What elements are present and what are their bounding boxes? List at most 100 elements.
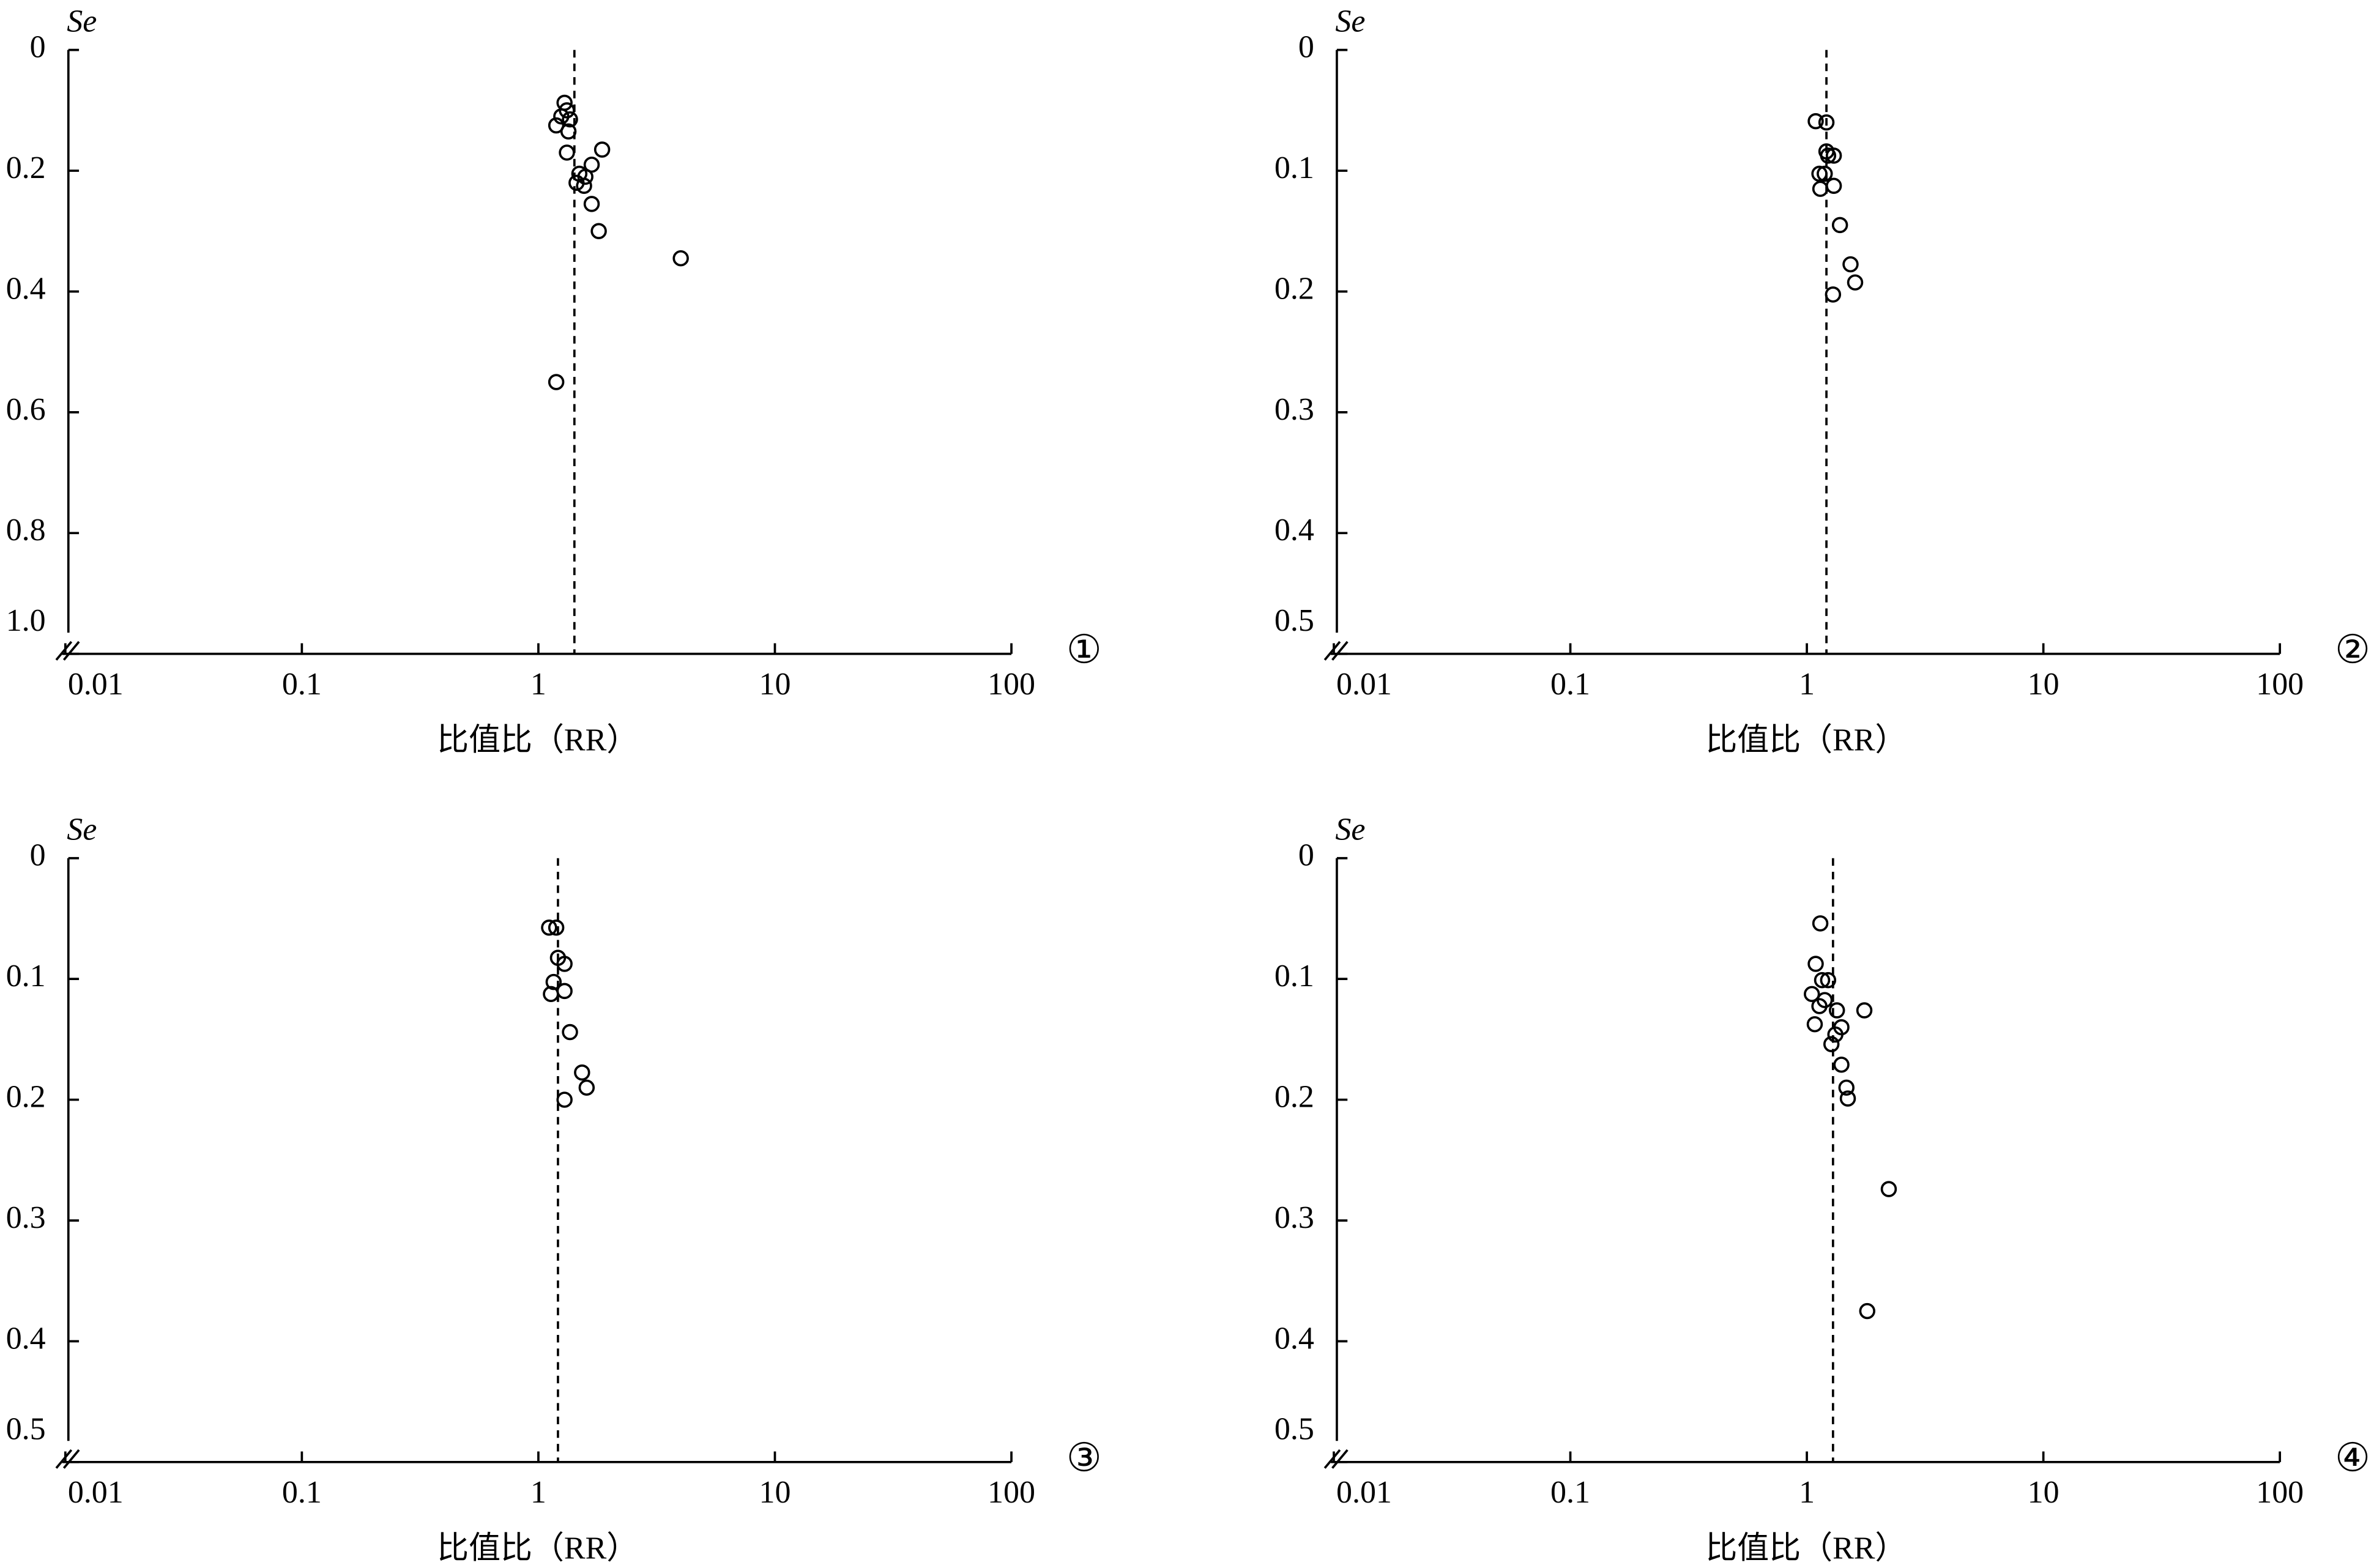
point bbox=[583, 156, 600, 173]
point bbox=[578, 1079, 595, 1096]
point bbox=[1859, 1302, 1875, 1320]
point bbox=[1847, 274, 1864, 291]
panel-label: ① bbox=[1066, 628, 1102, 672]
x-tick-label: 100 bbox=[2256, 667, 2304, 702]
point bbox=[590, 223, 607, 240]
y-tick-label: 0.5 bbox=[1274, 603, 1314, 638]
point bbox=[1804, 986, 1820, 1003]
y-tick-label: 0.4 bbox=[1274, 1321, 1314, 1356]
panel-label: ④ bbox=[2335, 1436, 2370, 1480]
x-tick-label: 0.1 bbox=[282, 667, 322, 702]
x-tick-label: 0.01 bbox=[68, 667, 124, 702]
y-tick-label: 0.2 bbox=[6, 150, 46, 185]
y-tick-label: 0.2 bbox=[6, 1079, 46, 1114]
x-tick-label: 1 bbox=[1799, 667, 1815, 702]
y-axis-label: Se bbox=[67, 812, 97, 847]
point bbox=[562, 1024, 578, 1041]
panel-label: ③ bbox=[1066, 1436, 1102, 1480]
point bbox=[1880, 1181, 1897, 1197]
x-tick-label: 10 bbox=[2028, 667, 2060, 702]
x-tick-label: 0.01 bbox=[1336, 667, 1392, 702]
point bbox=[1817, 165, 1833, 182]
point bbox=[1839, 1090, 1856, 1107]
point bbox=[1825, 177, 1842, 194]
x-tick-label: 0.1 bbox=[1550, 1475, 1590, 1510]
point bbox=[1825, 147, 1842, 164]
y-tick-label: 0.1 bbox=[6, 959, 46, 994]
point bbox=[1820, 972, 1837, 989]
point bbox=[1828, 1002, 1845, 1019]
point bbox=[545, 973, 562, 990]
y-tick-label: 0 bbox=[1298, 838, 1314, 873]
point bbox=[1811, 165, 1828, 182]
point bbox=[1806, 1016, 1823, 1033]
point bbox=[559, 144, 575, 161]
point bbox=[1820, 147, 1837, 164]
y-tick-label: 0.5 bbox=[1274, 1411, 1314, 1446]
axis-break bbox=[1323, 641, 1349, 661]
point bbox=[1814, 972, 1831, 989]
x-tick-label: 100 bbox=[988, 667, 1035, 702]
point bbox=[594, 141, 611, 158]
y-tick-label: 0.3 bbox=[1274, 392, 1314, 427]
point bbox=[1807, 956, 1824, 972]
y-tick-label: 0.4 bbox=[6, 1321, 46, 1356]
point bbox=[568, 174, 585, 191]
x-tick-label: 1 bbox=[1799, 1475, 1815, 1510]
axis-break bbox=[55, 1449, 80, 1469]
x-axis-label: 比值比（RR） bbox=[1705, 1531, 1907, 1566]
point bbox=[1838, 1079, 1855, 1096]
point bbox=[583, 196, 600, 212]
y-tick-label: 0.1 bbox=[1274, 959, 1314, 994]
x-axis-label: 比值比（RR） bbox=[437, 723, 638, 758]
point bbox=[548, 920, 565, 936]
y-tick-label: 0.2 bbox=[1274, 271, 1314, 306]
x-tick-label: 100 bbox=[988, 1475, 1035, 1510]
y-tick-label: 0.3 bbox=[1274, 1200, 1314, 1235]
x-tick-label: 10 bbox=[759, 667, 791, 702]
point bbox=[1856, 1002, 1873, 1019]
point bbox=[1833, 1057, 1850, 1073]
point bbox=[556, 1091, 573, 1108]
point bbox=[576, 177, 592, 194]
axis-break bbox=[55, 641, 80, 661]
x-tick-label: 0.01 bbox=[68, 1475, 124, 1510]
y-tick-label: 0.6 bbox=[6, 392, 46, 427]
point bbox=[1807, 113, 1824, 130]
x-tick-label: 0.01 bbox=[1336, 1475, 1392, 1510]
y-axis-label: Se bbox=[67, 4, 97, 39]
point bbox=[1827, 1026, 1844, 1043]
point bbox=[553, 108, 570, 125]
point bbox=[574, 1064, 590, 1081]
x-tick-label: 0.1 bbox=[1550, 667, 1590, 702]
y-tick-label: 0.3 bbox=[6, 1200, 46, 1235]
point bbox=[541, 920, 557, 936]
y-axis-label: Se bbox=[1335, 4, 1365, 39]
point bbox=[548, 374, 565, 390]
point bbox=[1817, 992, 1833, 1008]
point bbox=[1831, 217, 1848, 234]
axis-break bbox=[1323, 1449, 1349, 1469]
y-tick-label: 0 bbox=[30, 30, 46, 65]
point bbox=[556, 956, 573, 972]
y-tick-label: 0.4 bbox=[6, 271, 46, 306]
y-tick-label: 0.4 bbox=[1274, 513, 1314, 548]
x-tick-label: 1 bbox=[530, 667, 546, 702]
x-tick-label: 10 bbox=[759, 1475, 791, 1510]
point bbox=[556, 983, 573, 1000]
point bbox=[1842, 256, 1859, 273]
point bbox=[1818, 114, 1835, 131]
point bbox=[1823, 1036, 1840, 1052]
x-tick-label: 0.1 bbox=[282, 1475, 322, 1510]
point bbox=[672, 250, 689, 267]
x-tick-label: 1 bbox=[530, 1475, 546, 1510]
y-tick-label: 0.8 bbox=[6, 513, 46, 548]
y-tick-label: 0 bbox=[30, 838, 46, 873]
y-axis-label: Se bbox=[1335, 812, 1365, 847]
y-tick-label: 0.2 bbox=[1274, 1079, 1314, 1114]
x-axis-label: 比值比（RR） bbox=[1705, 723, 1907, 758]
point bbox=[1812, 180, 1829, 197]
x-tick-label: 100 bbox=[2256, 1475, 2304, 1510]
